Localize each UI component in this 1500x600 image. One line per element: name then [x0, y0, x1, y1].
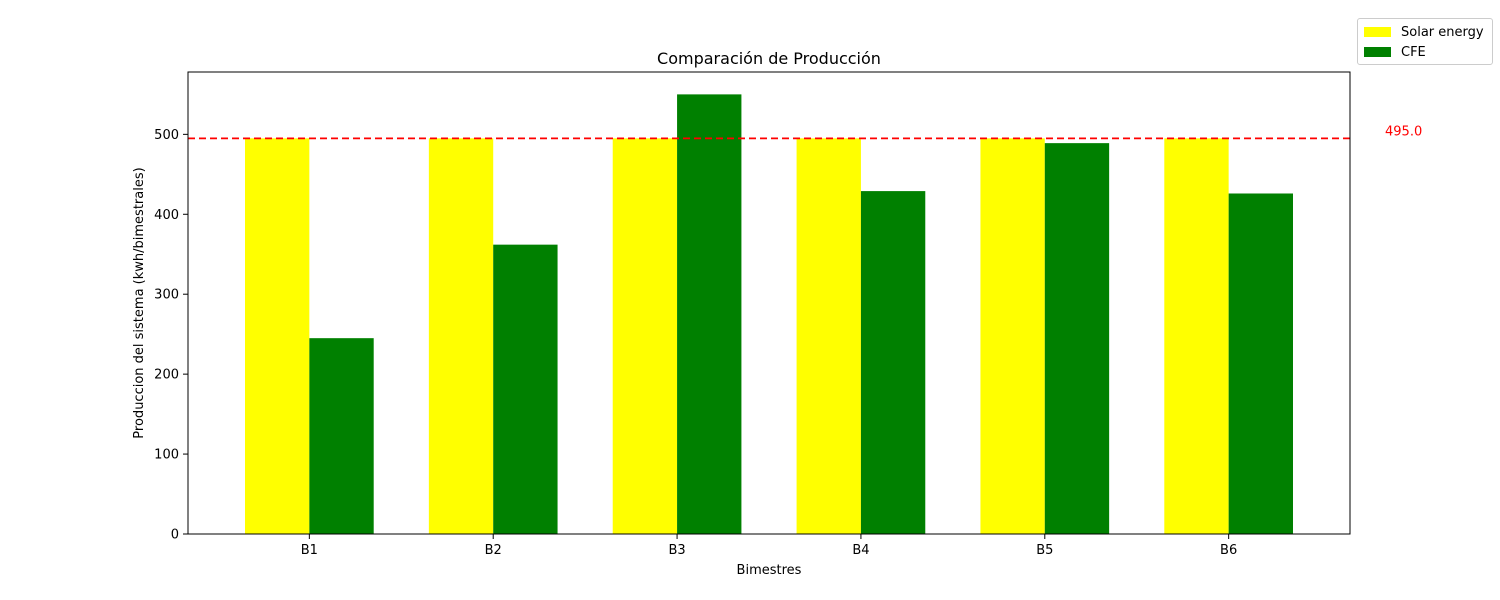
reference-line-group: 495.0 [188, 124, 1422, 139]
bar-solar-b4 [796, 138, 861, 534]
bar-solar-b6 [1164, 138, 1229, 534]
x-tick-label-b2: B2 [485, 543, 502, 558]
y-tick-label-200: 200 [154, 368, 179, 383]
x-tick-label-b5: B5 [1036, 543, 1053, 558]
y-tick-label-400: 400 [154, 208, 179, 223]
bar-solar-b2 [428, 138, 494, 534]
y-tick-label-500: 500 [154, 128, 179, 143]
chart-title: Comparación de Producción [657, 49, 881, 68]
legend-item-cfe: CFE [1364, 44, 1426, 60]
bar-solar-b3 [612, 138, 678, 534]
legend-swatch-cfe [1364, 47, 1391, 57]
legend-swatch-solar [1364, 27, 1391, 37]
y-tick-label-300: 300 [154, 288, 179, 303]
plot-frame [187, 71, 1351, 535]
bar-cfe-b3 [677, 94, 742, 534]
legend-item-solar: Solar energy [1364, 24, 1484, 40]
x-tick-label-b4: B4 [852, 543, 869, 558]
legend-label-solar: Solar energy [1401, 24, 1484, 40]
bars-group [245, 94, 1293, 535]
reference-line-label: 495.0 [1385, 124, 1422, 139]
bar-cfe-b1 [309, 338, 374, 534]
bar-cfe-b2 [493, 244, 558, 534]
y-axis: 0 100 200 300 400 500 [154, 128, 188, 543]
bar-cfe-b4 [860, 191, 926, 534]
bar-solar-b5 [980, 138, 1045, 534]
legend: Solar energy CFE [1357, 18, 1493, 65]
y-tick-label-100: 100 [154, 448, 179, 463]
x-axis: B1 B2 B3 B4 B5 B6 [301, 534, 1237, 558]
legend-label-cfe: CFE [1401, 44, 1426, 60]
bar-cfe-b6 [1228, 193, 1293, 535]
x-tick-label-b3: B3 [668, 543, 685, 558]
bar-solar-b1 [245, 138, 310, 534]
x-tick-label-b6: B6 [1220, 543, 1237, 558]
x-tick-label-b1: B1 [301, 543, 318, 558]
x-axis-label: Bimestres [737, 563, 802, 578]
bar-cfe-b5 [1044, 143, 1110, 534]
y-tick-label-0: 0 [171, 528, 179, 543]
y-axis-label: Produccion del sistema (kwh/bimestrales) [132, 167, 147, 438]
